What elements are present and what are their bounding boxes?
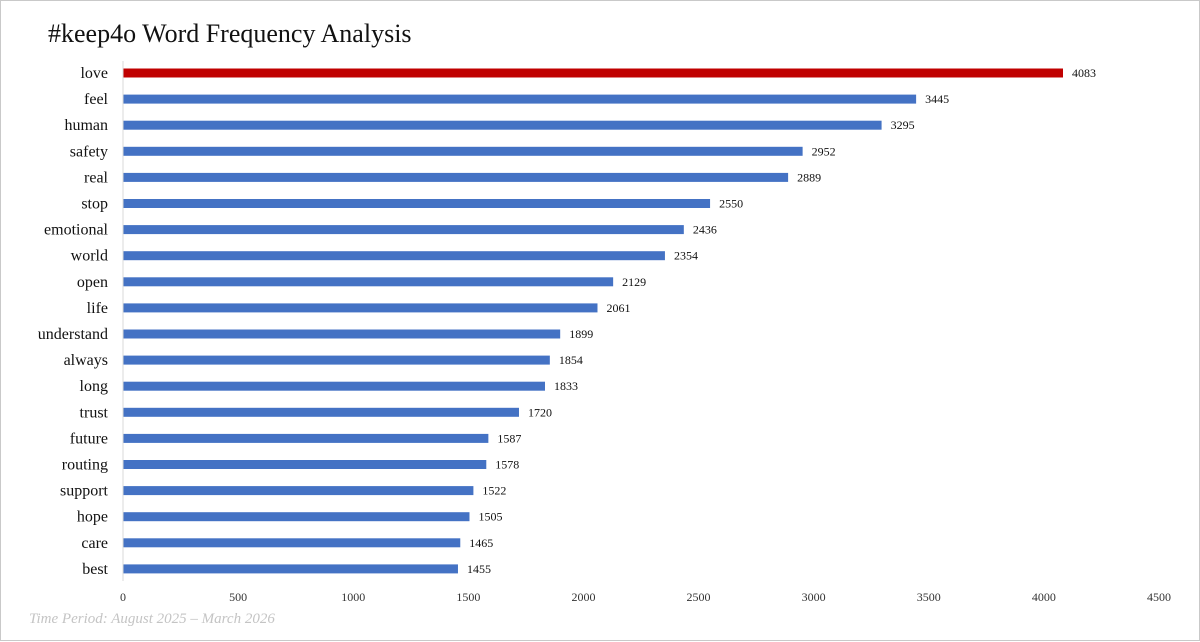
- bar-love: [123, 68, 1063, 78]
- value-label-feel: 3445: [925, 92, 949, 106]
- x-tick-label-0: 0: [120, 590, 126, 604]
- category-label-stop: stop: [81, 196, 108, 213]
- value-label-hope: 1505: [478, 510, 502, 524]
- category-label-routing: routing: [62, 457, 108, 474]
- value-label-life: 2061: [606, 301, 630, 315]
- category-label-always: always: [64, 352, 108, 369]
- value-label-stop: 2550: [719, 197, 743, 211]
- category-label-understand: understand: [38, 326, 108, 343]
- bar-understand: [123, 329, 561, 339]
- category-label-best: best: [82, 561, 108, 578]
- bar-human: [123, 120, 882, 130]
- category-label-feel: feel: [84, 91, 109, 108]
- bar-stop: [123, 199, 711, 208]
- value-label-support: 1522: [482, 484, 506, 498]
- value-label-routing: 1578: [495, 458, 519, 472]
- bar-support: [123, 486, 474, 496]
- x-tick-label-2500: 2500: [687, 590, 711, 604]
- bar-trust: [123, 407, 519, 417]
- category-label-safety: safety: [70, 143, 108, 160]
- bar-safety: [123, 146, 803, 156]
- bar-long: [123, 381, 545, 391]
- value-label-love: 4083: [1072, 66, 1096, 80]
- x-tick-label-2000: 2000: [571, 590, 595, 604]
- bar-life: [123, 303, 598, 313]
- category-label-open: open: [77, 274, 108, 291]
- bar-open: [123, 277, 614, 287]
- value-label-world: 2354: [674, 249, 698, 263]
- value-label-trust: 1720: [528, 405, 552, 419]
- category-label-future: future: [70, 430, 108, 447]
- bars-group: [123, 68, 1063, 574]
- category-label-long: long: [80, 378, 108, 395]
- category-label-emotional: emotional: [44, 222, 109, 239]
- value-label-emotional: 2436: [693, 223, 717, 237]
- bar-best: [123, 564, 458, 574]
- category-label-life: life: [87, 300, 108, 317]
- bar-emotional: [123, 225, 684, 235]
- bar-hope: [123, 512, 470, 522]
- category-label-trust: trust: [80, 404, 109, 421]
- value-label-care: 1465: [469, 536, 493, 550]
- value-label-human: 3295: [891, 118, 915, 132]
- x-tick-label-4500: 4500: [1147, 590, 1171, 604]
- x-axis: 0 500 1000 1500 2000 2500 3000 3500 4000 4500: [120, 61, 1171, 604]
- category-label-support: support: [60, 483, 109, 500]
- category-label-hope: hope: [77, 509, 108, 526]
- category-labels: love feel human safety real stop emotional worl…: [38, 65, 109, 578]
- bar-future: [123, 433, 489, 443]
- bar-real: [123, 172, 789, 182]
- bar-care: [123, 538, 461, 548]
- value-label-future: 1587: [497, 431, 521, 445]
- x-tick-label-3000: 3000: [802, 590, 826, 604]
- x-tick-label-1500: 1500: [456, 590, 480, 604]
- value-label-open: 2129: [622, 275, 646, 289]
- value-label-safety: 2952: [812, 144, 836, 158]
- value-label-best: 1455: [467, 562, 491, 576]
- category-label-world: world: [71, 248, 108, 265]
- category-label-human: human: [64, 117, 108, 134]
- time-period-note: Time Period: August 2025 – March 2026: [29, 611, 275, 627]
- category-label-care: care: [81, 535, 108, 552]
- bar-always: [123, 355, 550, 365]
- chart-title: #keep4o Word Frequency Analysis: [48, 19, 412, 48]
- bar-feel: [123, 94, 917, 104]
- category-label-love: love: [80, 65, 108, 82]
- x-tick-label-1000: 1000: [341, 590, 365, 604]
- x-tick-label-500: 500: [229, 590, 247, 604]
- bar-world: [123, 251, 665, 261]
- value-label-long: 1833: [554, 379, 578, 393]
- x-tick-label-4000: 4000: [1032, 590, 1056, 604]
- bar-routing: [123, 460, 487, 469]
- value-label-real: 2889: [797, 170, 821, 184]
- value-label-understand: 1899: [569, 327, 593, 341]
- category-label-real: real: [84, 169, 109, 186]
- value-label-always: 1854: [559, 353, 583, 367]
- x-tick-label-3500: 3500: [917, 590, 941, 604]
